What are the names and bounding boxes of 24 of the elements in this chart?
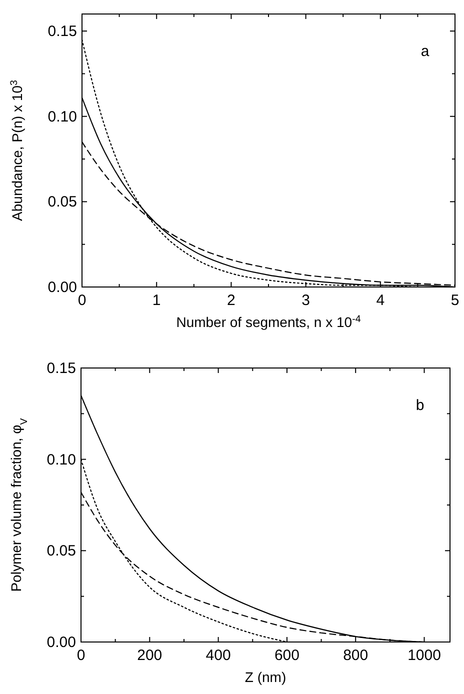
- y-tick-label: 0.00: [46, 634, 76, 651]
- x-tick-label: 4: [376, 292, 385, 309]
- x-tick-label: 400: [206, 647, 231, 664]
- x-tick-label: 0: [76, 647, 86, 664]
- x-tick-label: 600: [274, 647, 300, 664]
- y-tick-label: 0.00: [48, 279, 77, 296]
- annotation: a: [420, 43, 430, 60]
- x-tick-label: 1000: [408, 647, 441, 664]
- y-tick-label: 0.15: [48, 23, 77, 40]
- x-axis-title: Number of segments, n x 10$^{-4}$: [176, 314, 362, 330]
- x-tick-label: 1: [152, 292, 161, 309]
- y-tick-label: 0.10: [48, 108, 77, 126]
- x-axis-title: Z (nm): [244, 669, 286, 685]
- annotation: b: [416, 397, 424, 414]
- x-tick-label: 200: [137, 647, 162, 664]
- y-tick-label: 0.05: [46, 542, 76, 560]
- x-tick-label: 2: [227, 292, 236, 309]
- y-tick-label: 0.10: [46, 451, 76, 468]
- y-tick-label: 0.05: [48, 194, 77, 211]
- x-tick-label: 800: [343, 647, 368, 664]
- y-tick-label: 0.15: [46, 360, 76, 377]
- x-tick-label: 5: [450, 292, 460, 309]
- x-tick-label: 0: [78, 292, 86, 309]
- x-tick-label: 3: [302, 292, 310, 309]
